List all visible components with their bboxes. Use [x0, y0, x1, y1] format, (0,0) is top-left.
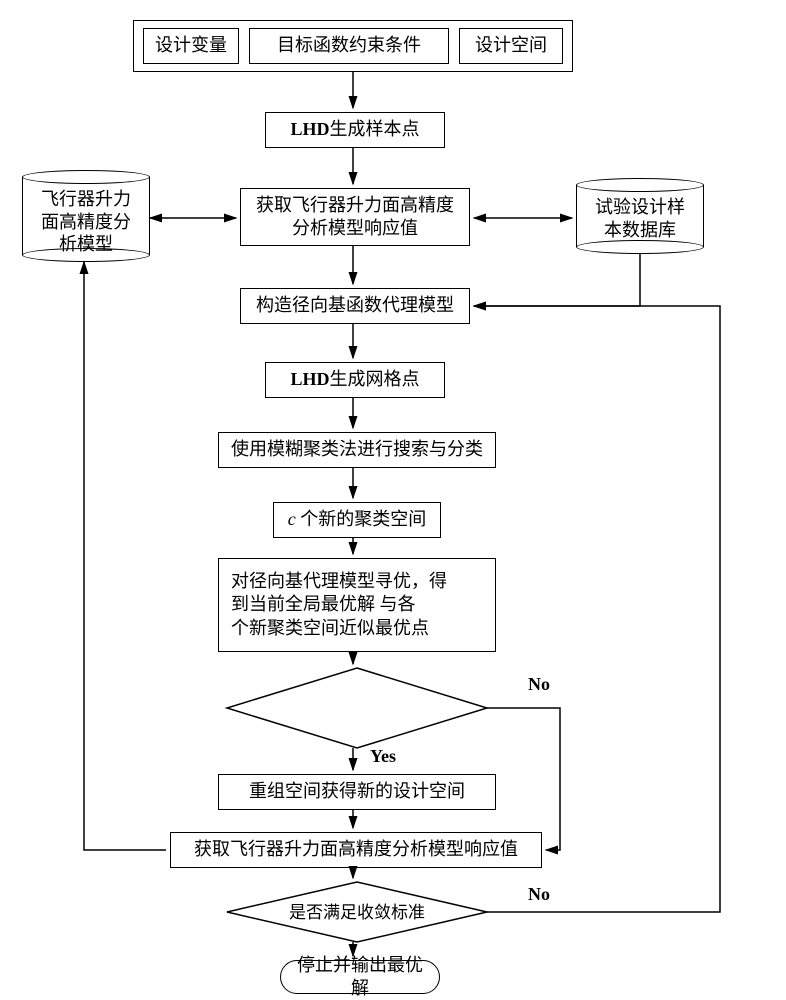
input-objective: 目标函数约束条件 — [249, 28, 449, 64]
label: 使用模糊聚类法进行搜索与分类 — [231, 438, 483, 461]
node-fuzzy-cluster: 使用模糊聚类法进行搜索与分类 — [218, 432, 496, 468]
label: LHD生成网格点 — [290, 368, 419, 391]
label: 设计空间 — [475, 34, 547, 57]
label: 停止并输出最优解 — [289, 954, 431, 1000]
label: 对径向基代理模型寻优，得 到当前全局最优解 与各 个新聚类空间近似最优点 — [231, 570, 447, 640]
label: 获取飞行器升力面高精度分析模型响应值 — [249, 194, 461, 241]
input-design-var: 设计变量 — [143, 28, 239, 64]
label: 目标函数约束条件 — [277, 34, 421, 57]
node-lhd-grid: LHD生成网格点 — [265, 362, 445, 398]
node-optimize: 对径向基代理模型寻优，得 到当前全局最优解 与各 个新聚类空间近似最优点 — [218, 558, 496, 652]
label: 设计变量 — [155, 34, 227, 57]
label: 构造径向基函数代理模型 — [256, 294, 454, 317]
node-lhd-sample: LHD生成样本点 — [265, 112, 445, 148]
node-c-cluster-space: c 个新的聚类空间 — [273, 502, 441, 538]
label: LHD生成样本点 — [290, 118, 419, 141]
label: 获取飞行器升力面高精度分析模型响应值 — [194, 838, 518, 861]
node-get-response-2: 获取飞行器升力面高精度分析模型响应值 — [170, 832, 542, 868]
input-design-space: 设计空间 — [459, 28, 563, 64]
label-yes-1: Yes — [370, 746, 396, 767]
label: c 个新的聚类空间 — [288, 508, 427, 531]
node-get-response-1: 获取飞行器升力面高精度分析模型响应值 — [240, 188, 470, 246]
label-no-1: No — [528, 674, 550, 695]
label: 重组空间获得新的设计空间 — [249, 780, 465, 803]
node-stop-output: 停止并输出最优解 — [280, 960, 440, 994]
node-build-rbf: 构造径向基函数代理模型 — [240, 288, 470, 324]
node-recompose-space: 重组空间获得新的设计空间 — [218, 774, 496, 810]
svg-text:是否满足收敛标准: 是否满足收敛标准 — [289, 903, 425, 922]
label-no-2: No — [528, 884, 550, 905]
